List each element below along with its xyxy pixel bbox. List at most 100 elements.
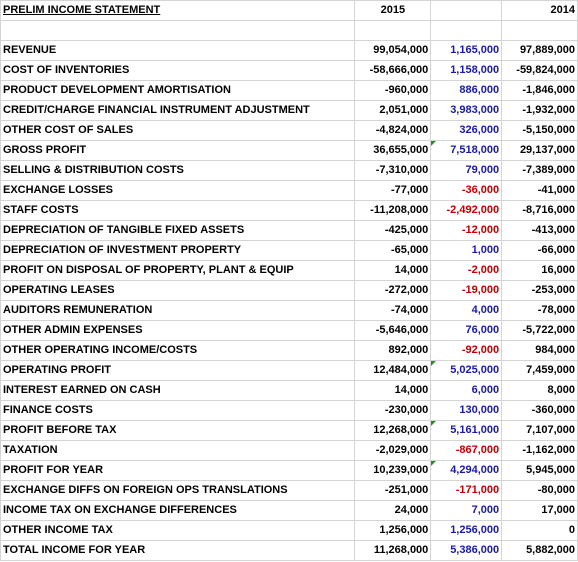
- value-2014-cell[interactable]: 8,000: [501, 380, 578, 401]
- value-2014-cell[interactable]: -253,000: [501, 280, 578, 301]
- value-2014-cell[interactable]: 5,882,000: [501, 540, 578, 561]
- difference-cell[interactable]: -92,000: [430, 340, 503, 361]
- difference-cell[interactable]: -171,000: [430, 480, 503, 501]
- year-2015-header[interactable]: 2015: [354, 0, 432, 21]
- value-2014-cell[interactable]: 7,459,000: [501, 360, 578, 381]
- row-label-cell[interactable]: PROFIT BEFORE TAX: [0, 420, 356, 441]
- difference-cell[interactable]: 1,158,000: [430, 60, 503, 81]
- value-2015-cell[interactable]: 10,239,000: [354, 460, 432, 481]
- value-2014-cell[interactable]: -59,824,000: [501, 60, 578, 81]
- row-label-cell[interactable]: EXCHANGE DIFFS ON FOREIGN OPS TRANSLATIO…: [0, 480, 356, 501]
- row-label-cell[interactable]: EXCHANGE LOSSES: [0, 180, 356, 201]
- value-2014-cell[interactable]: -1,162,000: [501, 440, 578, 461]
- difference-cell[interactable]: -2,492,000: [430, 200, 503, 221]
- difference-cell[interactable]: 130,000: [430, 400, 503, 421]
- difference-cell[interactable]: 5,025,000: [430, 360, 503, 381]
- difference-cell[interactable]: 1,165,000: [430, 40, 503, 61]
- difference-cell[interactable]: 79,000: [430, 160, 503, 181]
- value-2015-cell[interactable]: -58,666,000: [354, 60, 432, 81]
- blank-cell[interactable]: [0, 20, 356, 41]
- difference-cell[interactable]: 4,000: [430, 300, 503, 321]
- value-2014-cell[interactable]: 984,000: [501, 340, 578, 361]
- value-2015-cell[interactable]: -272,000: [354, 280, 432, 301]
- value-2015-cell[interactable]: 12,268,000: [354, 420, 432, 441]
- value-2014-cell[interactable]: -80,000: [501, 480, 578, 501]
- difference-cell[interactable]: -19,000: [430, 280, 503, 301]
- row-label-cell[interactable]: PROFIT FOR YEAR: [0, 460, 356, 481]
- row-label-cell[interactable]: OTHER INCOME TAX: [0, 520, 356, 541]
- row-label-cell[interactable]: COST OF INVENTORIES: [0, 60, 356, 81]
- difference-cell[interactable]: -12,000: [430, 220, 503, 241]
- row-label-cell[interactable]: PRODUCT DEVELOPMENT AMORTISATION: [0, 80, 356, 101]
- difference-cell[interactable]: 886,000: [430, 80, 503, 101]
- value-2014-cell[interactable]: 16,000: [501, 260, 578, 281]
- row-label-cell[interactable]: AUDITORS REMUNERATION: [0, 300, 356, 321]
- value-2014-cell[interactable]: -41,000: [501, 180, 578, 201]
- row-label-cell[interactable]: DEPRECIATION OF INVESTMENT PROPERTY: [0, 240, 356, 261]
- value-2014-cell[interactable]: -8,716,000: [501, 200, 578, 221]
- value-2015-cell[interactable]: 11,268,000: [354, 540, 432, 561]
- value-2014-cell[interactable]: 29,137,000: [501, 140, 578, 161]
- difference-cell[interactable]: 7,518,000: [430, 140, 503, 161]
- value-2014-cell[interactable]: -5,722,000: [501, 320, 578, 341]
- value-2015-cell[interactable]: 12,484,000: [354, 360, 432, 381]
- value-2014-cell[interactable]: -78,000: [501, 300, 578, 321]
- value-2015-cell[interactable]: -960,000: [354, 80, 432, 101]
- value-2014-cell[interactable]: -5,150,000: [501, 120, 578, 141]
- row-label-cell[interactable]: DEPRECIATION OF TANGIBLE FIXED ASSETS: [0, 220, 356, 241]
- row-label-cell[interactable]: TOTAL INCOME FOR YEAR: [0, 540, 356, 561]
- value-2015-cell[interactable]: 99,054,000: [354, 40, 432, 61]
- value-2015-cell[interactable]: 36,655,000: [354, 140, 432, 161]
- row-label-cell[interactable]: REVENUE: [0, 40, 356, 61]
- value-2015-cell[interactable]: -251,000: [354, 480, 432, 501]
- value-2015-cell[interactable]: -4,824,000: [354, 120, 432, 141]
- value-2014-cell[interactable]: 97,889,000: [501, 40, 578, 61]
- value-2015-cell[interactable]: -74,000: [354, 300, 432, 321]
- value-2015-cell[interactable]: -77,000: [354, 180, 432, 201]
- difference-cell[interactable]: 7,000: [430, 500, 503, 521]
- value-2015-cell[interactable]: -230,000: [354, 400, 432, 421]
- difference-cell[interactable]: 326,000: [430, 120, 503, 141]
- value-2015-cell[interactable]: 24,000: [354, 500, 432, 521]
- difference-cell[interactable]: 76,000: [430, 320, 503, 341]
- difference-cell[interactable]: 1,256,000: [430, 520, 503, 541]
- value-2014-cell[interactable]: 0: [501, 520, 578, 541]
- value-2014-cell[interactable]: 5,945,000: [501, 460, 578, 481]
- row-label-cell[interactable]: OTHER COST OF SALES: [0, 120, 356, 141]
- row-label-cell[interactable]: STAFF COSTS: [0, 200, 356, 221]
- value-2015-cell[interactable]: -2,029,000: [354, 440, 432, 461]
- statement-title-cell[interactable]: PRELIM INCOME STATEMENT: [0, 0, 356, 21]
- difference-cell[interactable]: -2,000: [430, 260, 503, 281]
- row-label-cell[interactable]: OPERATING LEASES: [0, 280, 356, 301]
- row-label-cell[interactable]: OTHER OPERATING INCOME/COSTS: [0, 340, 356, 361]
- value-2014-cell[interactable]: -66,000: [501, 240, 578, 261]
- value-2015-cell[interactable]: 1,256,000: [354, 520, 432, 541]
- blank-cell[interactable]: [430, 20, 503, 41]
- value-2014-cell[interactable]: 7,107,000: [501, 420, 578, 441]
- blank-cell[interactable]: [354, 20, 432, 41]
- row-label-cell[interactable]: OPERATING PROFIT: [0, 360, 356, 381]
- value-2014-cell[interactable]: 17,000: [501, 500, 578, 521]
- difference-cell[interactable]: -867,000: [430, 440, 503, 461]
- difference-cell[interactable]: 4,294,000: [430, 460, 503, 481]
- value-2015-cell[interactable]: -5,646,000: [354, 320, 432, 341]
- value-2015-cell[interactable]: 14,000: [354, 380, 432, 401]
- value-2015-cell[interactable]: -7,310,000: [354, 160, 432, 181]
- difference-cell[interactable]: 1,000: [430, 240, 503, 261]
- value-2014-cell[interactable]: -7,389,000: [501, 160, 578, 181]
- difference-header[interactable]: [430, 0, 503, 21]
- difference-cell[interactable]: 5,161,000: [430, 420, 503, 441]
- row-label-cell[interactable]: INTEREST EARNED ON CASH: [0, 380, 356, 401]
- row-label-cell[interactable]: OTHER ADMIN EXPENSES: [0, 320, 356, 341]
- difference-cell[interactable]: -36,000: [430, 180, 503, 201]
- difference-cell[interactable]: 3,983,000: [430, 100, 503, 121]
- row-label-cell[interactable]: PROFIT ON DISPOSAL OF PROPERTY, PLANT & …: [0, 260, 356, 281]
- year-2014-header[interactable]: 2014: [501, 0, 578, 21]
- value-2015-cell[interactable]: -11,208,000: [354, 200, 432, 221]
- value-2015-cell[interactable]: 892,000: [354, 340, 432, 361]
- value-2015-cell[interactable]: 2,051,000: [354, 100, 432, 121]
- row-label-cell[interactable]: CREDIT/CHARGE FINANCIAL INSTRUMENT ADJUS…: [0, 100, 356, 121]
- value-2015-cell[interactable]: 14,000: [354, 260, 432, 281]
- blank-cell[interactable]: [501, 20, 578, 41]
- difference-cell[interactable]: 6,000: [430, 380, 503, 401]
